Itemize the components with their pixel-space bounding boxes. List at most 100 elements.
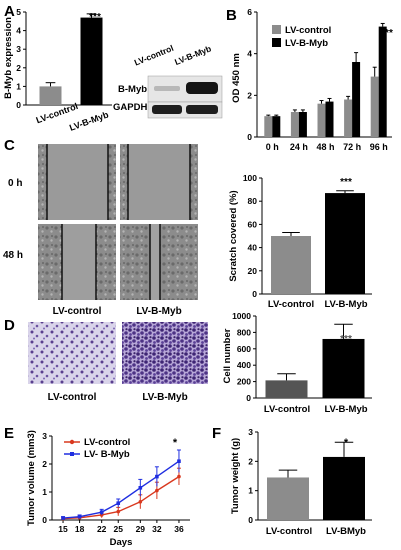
bar	[298, 112, 307, 137]
y-tick-label: 600	[237, 344, 251, 354]
x-tick-label: 96 h	[370, 142, 388, 152]
y-tick-label: 3	[248, 427, 253, 437]
data-point	[99, 510, 104, 514]
x-tick-label: LV-B-Myb	[324, 299, 367, 310]
blot-row-label: GAPDH	[113, 102, 147, 113]
x-tick-label: 25	[114, 524, 124, 534]
bar	[271, 236, 311, 294]
column-label: LV-control	[48, 392, 97, 403]
blot-row-label: B-Myb	[118, 84, 147, 95]
bar	[370, 76, 379, 137]
blot-lane-label: LV-B-Myb	[173, 43, 213, 67]
cell-monolayer	[120, 144, 128, 220]
legend-label: LV-B-Myb	[285, 38, 328, 49]
y-tick-label: 20	[248, 266, 258, 276]
micrograph	[120, 144, 198, 220]
scratch-gap	[62, 224, 96, 300]
blot-band-weak	[154, 86, 180, 91]
blot-band-strong	[186, 82, 218, 94]
x-tick-label: 0 h	[266, 142, 279, 152]
blot-lane-label: LV-control	[133, 43, 175, 68]
significance-marker: *	[173, 437, 178, 449]
transwell-micrographs: LV-control LV-B-Myb	[28, 322, 208, 403]
y-tick-label: 0	[16, 100, 21, 110]
micrograph	[38, 144, 116, 220]
x-tick-label: LV-B-Myb	[324, 404, 367, 415]
y-tick-label: 1	[248, 486, 253, 496]
y-axis-label: Cell number	[222, 328, 233, 383]
series-line	[62, 460, 180, 519]
bar	[272, 116, 281, 137]
panel-letter-a: A	[4, 3, 15, 20]
bar	[267, 477, 309, 520]
data-point	[138, 486, 143, 490]
significance-marker: *	[344, 437, 349, 449]
data-point	[77, 514, 82, 519]
significance-marker: ***	[340, 334, 352, 345]
panel-letter-b: B	[226, 7, 237, 24]
x-tick-label: LV-BMyb	[326, 526, 366, 537]
x-tick-label: 48 h	[316, 142, 334, 152]
panel-letter-c: C	[4, 137, 15, 154]
y-tick-label: 2	[248, 456, 253, 466]
bar	[290, 112, 299, 137]
legend: LV-control LV- B-Myb	[64, 437, 130, 460]
y-axis-label: Tumor weight (g)	[230, 438, 241, 514]
y-tick-label: 0	[42, 515, 47, 525]
bar	[264, 116, 273, 137]
bar	[39, 86, 62, 105]
y-tick-label: 80	[248, 196, 258, 206]
data-point	[177, 474, 181, 479]
panel-letter-d: D	[4, 317, 15, 334]
y-axis-label: Tumor volume (mm3)	[26, 430, 37, 526]
y-tick-label: 6	[247, 7, 252, 17]
bar	[378, 26, 387, 137]
y-tick-label: 100	[243, 173, 257, 183]
legend-label: LV-control	[84, 437, 130, 448]
data-point	[155, 488, 159, 493]
y-tick-label: 200	[237, 377, 251, 387]
significance-marker: ***	[381, 28, 393, 39]
bar	[325, 193, 365, 294]
x-tick-label: 22	[97, 524, 107, 534]
bar	[80, 17, 103, 105]
y-tick-label: 0	[248, 515, 253, 525]
y-tick-label: 3	[16, 44, 21, 54]
row-label: 0 h	[8, 178, 22, 189]
x-tick-label: 18	[75, 524, 85, 534]
column-label: LV-B-Myb	[142, 392, 187, 403]
bar	[352, 62, 361, 137]
data-point	[177, 459, 181, 463]
y-tick-label: 0	[252, 289, 257, 299]
chart-d-cell-number: 0 200 400 600 800 1000 Cell number *** LV-con…	[222, 311, 372, 415]
y-tick-label: 4	[247, 49, 252, 59]
legend-marker-control	[69, 439, 75, 445]
data-point	[155, 474, 159, 479]
row-label: 48 h	[3, 250, 23, 261]
legend-swatch-control	[272, 25, 281, 34]
y-tick-label: 1	[16, 81, 21, 91]
chart-f-tumor-weight: 0 1 2 3 Tumor weight (g) * LV-control LV-BM…	[230, 427, 372, 537]
x-tick-label: 72 h	[343, 142, 361, 152]
x-tick-label: 24 h	[290, 142, 308, 152]
blot-band	[186, 105, 218, 114]
data-point	[61, 516, 65, 520]
data-point	[116, 501, 121, 505]
y-tick-label: 0	[247, 132, 252, 142]
significance-marker: ***	[89, 12, 101, 23]
cell-monolayer	[108, 144, 116, 220]
y-tick-label: 60	[248, 219, 258, 229]
bar	[322, 338, 365, 398]
panel-letter-f: F	[212, 425, 221, 442]
legend-label: LV- B-Myb	[84, 449, 130, 460]
x-tick-label: LV-B-Myb	[68, 109, 110, 133]
micrograph	[28, 322, 116, 384]
y-axis-label: Scratch covered (%)	[228, 190, 239, 281]
x-tick-label: 29	[136, 524, 146, 534]
legend-swatch-bmyb	[272, 38, 281, 47]
cell-monolayer	[190, 144, 198, 220]
micrograph	[122, 322, 208, 384]
y-tick-label: 40	[248, 243, 258, 253]
y-tick-label: 4	[16, 26, 21, 36]
